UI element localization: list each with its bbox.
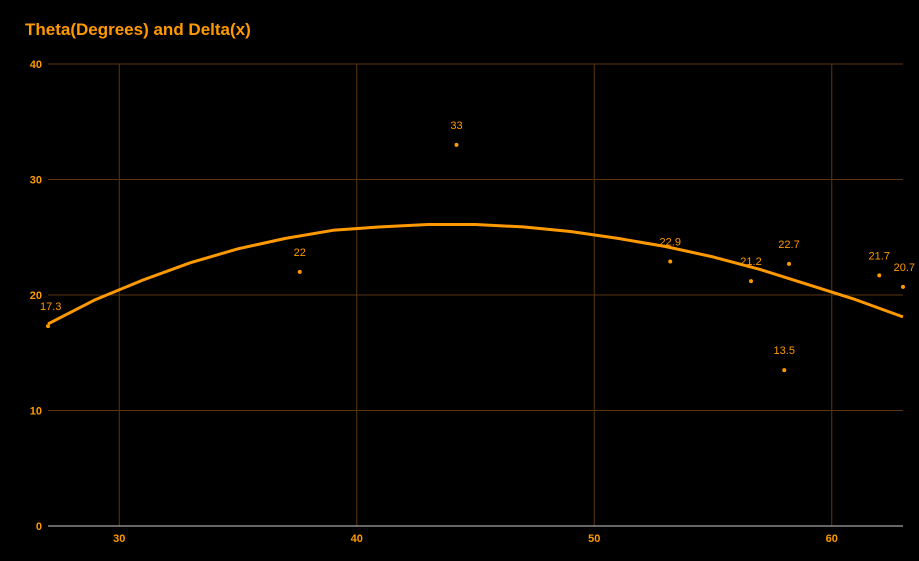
data-points: 17.3 22 33 22.9 21.2 13.5 22.7 21.7 20.7 (40, 120, 915, 373)
data-label: 22.7 (778, 239, 799, 251)
data-label: 21.2 (740, 256, 761, 268)
data-point (46, 324, 50, 329)
data-label: 21.7 (869, 250, 890, 262)
chart-title: Theta(Degrees) and Delta(x) (25, 20, 251, 39)
grid-lines (48, 63, 903, 526)
data-label: 22.9 (660, 237, 681, 249)
x-tick-label: 40 (351, 533, 363, 545)
data-point (877, 273, 882, 278)
data-label: 33 (450, 120, 462, 132)
x-tick-label: 30 (113, 533, 125, 545)
data-label: 20.7 (894, 262, 915, 274)
axis-ticks: 0 10 20 30 40 30 40 50 60 (30, 59, 903, 545)
y-tick-label: 20 (30, 290, 42, 302)
data-label: 17.3 (40, 301, 61, 313)
data-point (787, 261, 791, 266)
data-point (782, 368, 787, 373)
y-tick-label: 30 (30, 175, 42, 187)
x-tick-label: 60 (826, 533, 838, 545)
x-tick-label: 50 (588, 533, 600, 545)
data-point (454, 142, 459, 147)
y-tick-label: 0 (36, 521, 42, 533)
data-label: 13.5 (774, 345, 795, 357)
data-label: 22 (294, 247, 306, 259)
data-point (297, 269, 302, 274)
y-tick-label: 10 (30, 406, 42, 418)
data-point (668, 259, 673, 264)
data-point (901, 284, 905, 289)
trendline-curve (47, 223, 904, 326)
data-point (749, 279, 753, 284)
y-tick-label: 40 (30, 59, 42, 71)
